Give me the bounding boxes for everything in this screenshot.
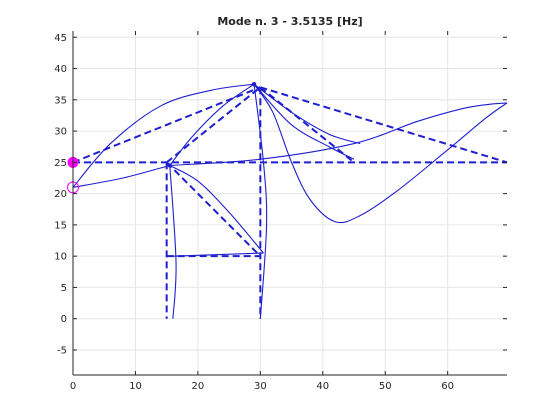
deformed-member-0	[72, 164, 170, 188]
y-tick-label: 10	[54, 252, 67, 263]
x-tick-label: 50	[379, 381, 392, 392]
y-tick-label: 30	[54, 127, 67, 138]
node-dot-0	[167, 163, 172, 168]
x-tick-label: 40	[316, 381, 329, 392]
chart-title: Mode n. 3 - 3.5135 [Hz]	[217, 15, 362, 28]
y-tick-label: 25	[54, 158, 67, 169]
deformed-member-7	[253, 84, 268, 319]
deformed-member-1	[169, 102, 508, 167]
deformed-member-5	[169, 164, 264, 254]
deformed-member-8	[172, 252, 264, 257]
y-tick-label: 5	[61, 283, 67, 294]
y-tick-label: 35	[54, 95, 67, 106]
deformed-member-6	[169, 165, 177, 319]
deformed-member-3	[253, 83, 508, 224]
node-dot-1	[251, 81, 257, 87]
undeformed-member-3	[260, 86, 508, 164]
y-tick-label: -5	[57, 345, 67, 356]
data-layer	[67, 81, 508, 319]
y-tick-label: 0	[61, 314, 67, 325]
x-tick-label: 10	[129, 381, 142, 392]
axes: 0 10 20 30 40 50 60 -5 0 5 10 15 20 25 30 35 40 45	[54, 31, 507, 392]
grid	[72, 31, 507, 375]
x-tick-label: 60	[441, 381, 454, 392]
plot-area	[73, 31, 507, 375]
deformed-member-2	[72, 83, 255, 188]
deformed-member-4	[169, 83, 255, 166]
x-tick-label: 30	[254, 381, 267, 392]
y-tick-label: 20	[54, 189, 67, 200]
deformed-member-9	[253, 83, 361, 145]
x-tick-label: 20	[192, 381, 205, 392]
y-tick-label: 40	[54, 64, 67, 75]
y-tick-label: 45	[54, 33, 67, 44]
undeformed-member-4	[259, 86, 355, 164]
x-tick-label: 0	[70, 381, 76, 392]
y-tick-label: 15	[54, 220, 67, 231]
deformed-member-10	[253, 83, 355, 160]
undeformed-member-2	[166, 86, 261, 164]
undeformed-member-5	[165, 161, 262, 257]
